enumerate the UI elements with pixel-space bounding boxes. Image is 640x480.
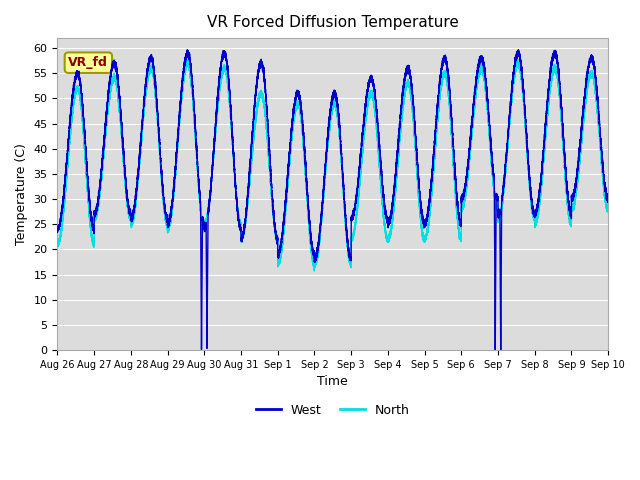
- Title: VR Forced Diffusion Temperature: VR Forced Diffusion Temperature: [207, 15, 459, 30]
- North: [310, 268, 318, 274]
- North: [496, 211, 504, 217]
- West: [54, 226, 61, 232]
- West: [467, 127, 475, 133]
- North: [483, 93, 490, 98]
- West: [497, 347, 504, 353]
- North: [604, 206, 612, 212]
- Line: North: North: [58, 60, 608, 271]
- North: [54, 240, 61, 246]
- West: [496, 221, 504, 227]
- Line: West: West: [58, 50, 608, 350]
- Legend: West, North: West, North: [251, 399, 415, 422]
- X-axis label: Time: Time: [317, 375, 348, 388]
- West: [515, 47, 522, 53]
- North: [504, 145, 511, 151]
- West: [604, 199, 612, 204]
- North: [405, 82, 413, 88]
- North: [184, 57, 192, 63]
- West: [504, 138, 511, 144]
- Y-axis label: Temperature (C): Temperature (C): [15, 143, 28, 245]
- Text: VR_fd: VR_fd: [68, 56, 108, 69]
- West: [83, 156, 90, 162]
- West: [483, 85, 490, 91]
- North: [83, 167, 90, 172]
- North: [467, 136, 475, 142]
- West: [405, 66, 413, 72]
